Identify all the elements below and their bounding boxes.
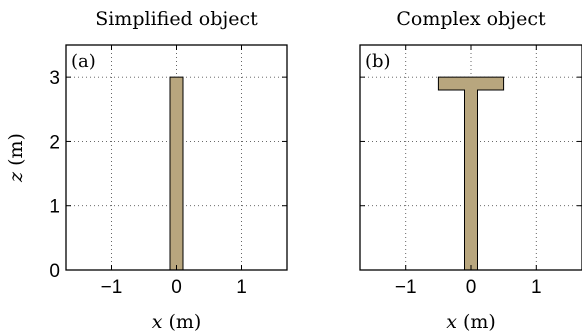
chart-title: Simplified object [95, 8, 258, 30]
chart-title: Complex object [396, 8, 546, 30]
y-axis-var: z [5, 171, 27, 183]
panel-label: (a) [71, 51, 96, 72]
object-shape [169, 76, 184, 271]
object-shape [437, 76, 505, 271]
x-axis-var: x [152, 311, 163, 332]
x-axis-label: x (m) [446, 311, 496, 332]
y-tick-label: 2 [49, 132, 60, 153]
x-axis-unit: (m) [168, 311, 201, 332]
x-tick-label: 1 [531, 277, 542, 298]
x-axis-unit: (m) [463, 311, 496, 332]
y-tick-label: 1 [49, 197, 60, 218]
y-tick-label: 0 [49, 261, 60, 282]
y-tick-label: 3 [49, 68, 60, 89]
panel-complex-object: Complex object −1 0 1 (b) x (m) [359, 8, 582, 332]
x-tick-label: 1 [236, 277, 247, 298]
x-axis-label: x (m) [152, 311, 202, 332]
x-tick-label: −1 [101, 277, 123, 298]
x-tick-label: −1 [395, 277, 417, 298]
x-tick-label: 0 [466, 277, 477, 298]
x-axis-var: x [446, 311, 457, 332]
y-axis-unit: (m) [5, 133, 27, 166]
panel-label: (b) [365, 51, 391, 72]
y-axis-label: z (m) [5, 133, 27, 183]
x-tick-label: 0 [171, 277, 182, 298]
